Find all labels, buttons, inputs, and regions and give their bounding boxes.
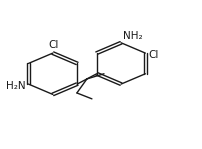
Text: H₂N: H₂N [6, 81, 25, 91]
Text: Cl: Cl [148, 50, 158, 60]
Text: NH₂: NH₂ [122, 31, 142, 41]
Text: Cl: Cl [48, 40, 59, 50]
